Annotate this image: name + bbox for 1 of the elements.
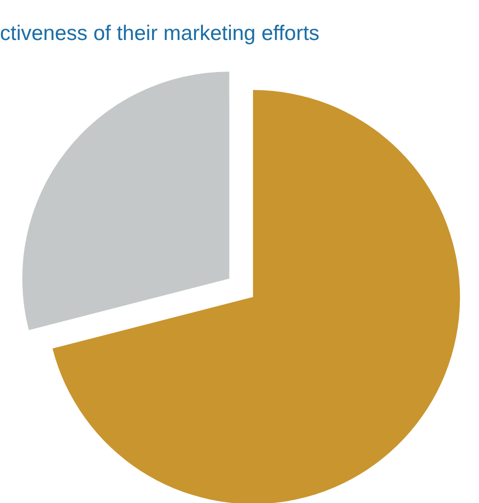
chart-title: ctiveness of their marketing efforts — [0, 22, 320, 45]
